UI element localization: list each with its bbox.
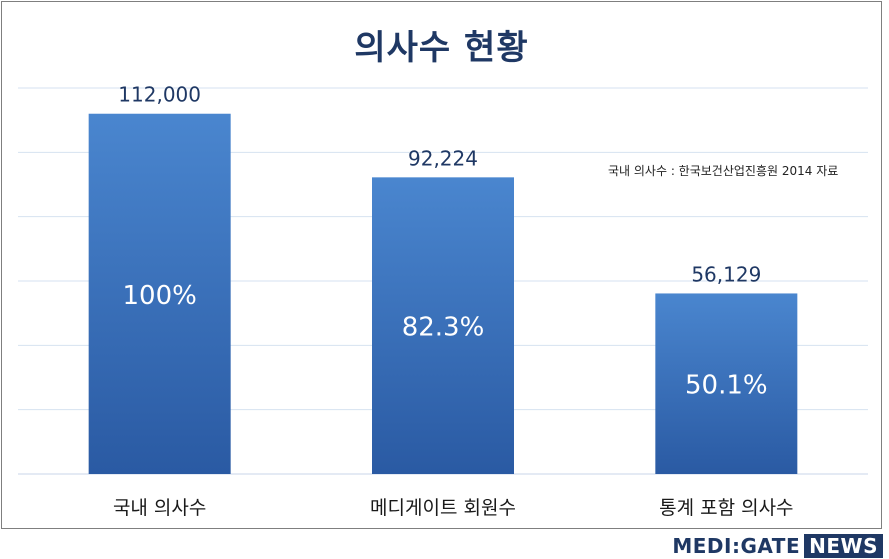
- bar: [655, 293, 798, 474]
- bar-value-label: 112,000: [118, 83, 201, 107]
- bar-percent-label: 100%: [122, 281, 196, 311]
- brand-name: MEDI:GATE: [672, 534, 801, 558]
- source-annotation: 국내 의사수 : 한국보건산업진흥원 2014 자료: [608, 164, 839, 178]
- chart-title: 의사수 현황: [354, 28, 529, 68]
- chart-frame: 의사수 현황 112,000 100% 국내 의사수 92,224 82.3% 메디게이트…: [1, 1, 882, 529]
- brand-logo: MEDI:GATE NEWS: [672, 534, 883, 558]
- category-tick-label: 통계 포함 의사수: [659, 497, 793, 519]
- bar-percent-label: 50.1%: [685, 371, 768, 401]
- category-tick-label: 메디게이트 회원수: [370, 497, 516, 519]
- brand-badge: NEWS: [804, 534, 883, 558]
- bar-value-label: 56,129: [691, 262, 761, 286]
- bar-percent-label: 82.3%: [402, 313, 485, 343]
- bar: [372, 177, 514, 474]
- bar-value-label: 92,224: [408, 146, 478, 170]
- bar-chart: 112,000 100% 국내 의사수 92,224 82.3% 메디게이트 회원수 56,…: [18, 83, 868, 519]
- bar: [88, 113, 231, 474]
- category-tick-label: 국내 의사수: [113, 497, 206, 519]
